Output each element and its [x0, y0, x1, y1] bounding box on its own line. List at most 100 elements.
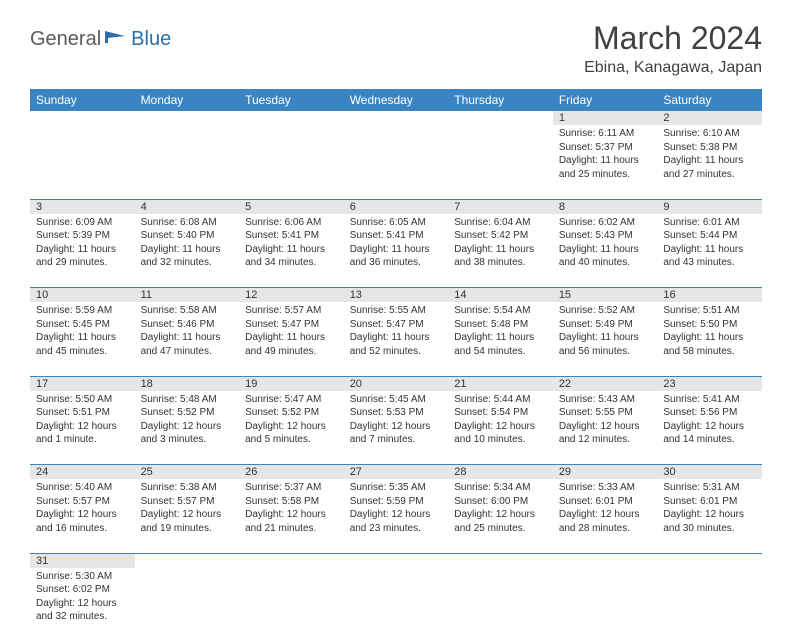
day-cell-content: Sunrise: 5:38 AMSunset: 5:57 PMDaylight:…: [135, 479, 240, 539]
day-cell-content: Sunrise: 6:05 AMSunset: 5:41 PMDaylight:…: [344, 214, 449, 274]
sunset-line: Sunset: 5:45 PM: [36, 318, 129, 332]
daylight-line: Daylight: 12 hours and 14 minutes.: [663, 420, 756, 447]
sunrise-line: Sunrise: 5:31 AM: [663, 481, 756, 495]
sunset-line: Sunset: 5:51 PM: [36, 406, 129, 420]
daylight-line: Daylight: 12 hours and 3 minutes.: [141, 420, 234, 447]
daylight-line: Daylight: 11 hours and 56 minutes.: [559, 331, 652, 358]
sunset-line: Sunset: 5:47 PM: [350, 318, 443, 332]
day-cell-content: Sunrise: 6:01 AMSunset: 5:44 PMDaylight:…: [657, 214, 762, 274]
sunrise-line: Sunrise: 5:57 AM: [245, 304, 338, 318]
day-number: 8: [553, 199, 658, 214]
daylight-line: Daylight: 11 hours and 58 minutes.: [663, 331, 756, 358]
day-number: [344, 111, 449, 125]
day-cell: Sunrise: 6:08 AMSunset: 5:40 PMDaylight:…: [135, 214, 240, 288]
day-cell: Sunrise: 5:57 AMSunset: 5:47 PMDaylight:…: [239, 302, 344, 376]
daylight-line: Daylight: 12 hours and 10 minutes.: [454, 420, 547, 447]
day-number: [657, 553, 762, 568]
location-text: Ebina, Kanagawa, Japan: [584, 59, 762, 77]
daylight-line: Daylight: 11 hours and 54 minutes.: [454, 331, 547, 358]
weekday-header: Friday: [553, 89, 658, 111]
day-cell-content: Sunrise: 5:34 AMSunset: 6:00 PMDaylight:…: [448, 479, 553, 539]
sunset-line: Sunset: 5:59 PM: [350, 495, 443, 509]
content-row: Sunrise: 5:50 AMSunset: 5:51 PM Daylight:…: [30, 391, 762, 465]
day-cell: Sunrise: 5:41 AMSunset: 5:56 PMDaylight:…: [657, 391, 762, 465]
sunset-line: Sunset: 5:52 PM: [141, 406, 234, 420]
sunrise-line: Sunrise: 6:09 AM: [36, 216, 129, 230]
day-cell-content: Sunrise: 6:09 AMSunset: 5:39 PMDaylight:…: [30, 214, 135, 274]
sunrise-line: Sunrise: 5:34 AM: [454, 481, 547, 495]
sunset-line: Sunset: 5:39 PM: [36, 229, 129, 243]
content-row: Sunrise: 5:59 AMSunset: 5:45 PMDaylight:…: [30, 302, 762, 376]
day-cell: Sunrise: 6:01 AMSunset: 5:44 PMDaylight:…: [657, 214, 762, 288]
sunrise-line: Sunrise: 5:45 AM: [350, 393, 443, 407]
weekday-header: Saturday: [657, 89, 762, 111]
day-cell: Sunrise: 5:47 AMSunset: 5:52 PMDaylight:…: [239, 391, 344, 465]
page-title: March 2024: [584, 20, 762, 57]
day-number: 6: [344, 199, 449, 214]
day-cell-content: Sunrise: 5:41 AMSunset: 5:56 PMDaylight:…: [657, 391, 762, 451]
logo: General Blue: [30, 20, 171, 51]
day-number: 29: [553, 465, 658, 480]
day-cell-content: Sunrise: 5:58 AMSunset: 5:46 PMDaylight:…: [135, 302, 240, 362]
day-cell-content: Sunrise: 5:54 AMSunset: 5:48 PMDaylight:…: [448, 302, 553, 362]
daylight-line: Daylight: 11 hours and 45 minutes.: [36, 331, 129, 358]
daylight-line: Daylight: 11 hours and 49 minutes.: [245, 331, 338, 358]
day-number: 28: [448, 465, 553, 480]
day-number: [448, 553, 553, 568]
header: General Blue March 2024 Ebina, Kanagawa,…: [30, 20, 762, 77]
day-cell: [344, 125, 449, 199]
day-cell-content: Sunrise: 5:44 AMSunset: 5:54 PMDaylight:…: [448, 391, 553, 451]
sunrise-line: Sunrise: 5:50 AM: [36, 393, 129, 407]
sunset-line: Sunset: 5:57 PM: [141, 495, 234, 509]
day-cell-content: Sunrise: 5:43 AMSunset: 5:55 PMDaylight:…: [553, 391, 658, 451]
day-number: 14: [448, 288, 553, 303]
daylight-line: Daylight: 12 hours and 23 minutes.: [350, 508, 443, 535]
sunrise-line: Sunrise: 6:02 AM: [559, 216, 652, 230]
day-cell: Sunrise: 6:11 AMSunset: 5:37 PMDaylight:…: [553, 125, 658, 199]
day-cell: Sunrise: 5:51 AMSunset: 5:50 PMDaylight:…: [657, 302, 762, 376]
day-cell: Sunrise: 5:58 AMSunset: 5:46 PMDaylight:…: [135, 302, 240, 376]
daylight-line: Daylight: 11 hours and 29 minutes.: [36, 243, 129, 270]
day-number: [135, 111, 240, 125]
day-cell-content: Sunrise: 6:08 AMSunset: 5:40 PMDaylight:…: [135, 214, 240, 274]
day-number: 23: [657, 376, 762, 391]
daylight-line: Daylight: 12 hours and 25 minutes.: [454, 508, 547, 535]
day-cell: Sunrise: 5:31 AMSunset: 6:01 PMDaylight:…: [657, 479, 762, 553]
day-number: 18: [135, 376, 240, 391]
daylight-line: Daylight: 12 hours and 21 minutes.: [245, 508, 338, 535]
sunrise-line: Sunrise: 6:08 AM: [141, 216, 234, 230]
daylight-line: Daylight: 11 hours and 40 minutes.: [559, 243, 652, 270]
day-cell: Sunrise: 6:02 AMSunset: 5:43 PMDaylight:…: [553, 214, 658, 288]
daylight-line: Daylight: 11 hours and 47 minutes.: [141, 331, 234, 358]
day-cell: Sunrise: 5:38 AMSunset: 5:57 PMDaylight:…: [135, 479, 240, 553]
day-cell-content: Sunrise: 5:51 AMSunset: 5:50 PMDaylight:…: [657, 302, 762, 362]
sunset-line: Sunset: 6:01 PM: [559, 495, 652, 509]
day-cell: Sunrise: 5:55 AMSunset: 5:47 PMDaylight:…: [344, 302, 449, 376]
day-cell: Sunrise: 5:34 AMSunset: 6:00 PMDaylight:…: [448, 479, 553, 553]
sunrise-line: Sunrise: 5:54 AM: [454, 304, 547, 318]
daynum-row: 31: [30, 553, 762, 568]
weekday-header: Monday: [135, 89, 240, 111]
day-cell-content: Sunrise: 6:04 AMSunset: 5:42 PMDaylight:…: [448, 214, 553, 274]
daylight-line: Daylight: 12 hours and 7 minutes.: [350, 420, 443, 447]
title-block: March 2024 Ebina, Kanagawa, Japan: [584, 20, 762, 77]
day-cell-content: Sunrise: 6:10 AMSunset: 5:38 PMDaylight:…: [657, 125, 762, 185]
logo-text-general: General: [30, 28, 101, 51]
sunrise-line: Sunrise: 5:38 AM: [141, 481, 234, 495]
daylight-line: Daylight: 12 hours and 12 minutes.: [559, 420, 652, 447]
day-cell: Sunrise: 6:09 AMSunset: 5:39 PMDaylight:…: [30, 214, 135, 288]
day-number: [135, 553, 240, 568]
sunrise-line: Sunrise: 5:47 AM: [245, 393, 338, 407]
day-number: 11: [135, 288, 240, 303]
day-cell: [448, 568, 553, 642]
sunset-line: Sunset: 5:57 PM: [36, 495, 129, 509]
day-cell-content: Sunrise: 5:33 AMSunset: 6:01 PMDaylight:…: [553, 479, 658, 539]
sunset-line: Sunset: 5:53 PM: [350, 406, 443, 420]
day-cell: Sunrise: 5:59 AMSunset: 5:45 PMDaylight:…: [30, 302, 135, 376]
sunset-line: Sunset: 5:41 PM: [245, 229, 338, 243]
day-cell: [30, 125, 135, 199]
day-cell: [239, 125, 344, 199]
sunset-line: Sunset: 5:47 PM: [245, 318, 338, 332]
day-number: 3: [30, 199, 135, 214]
day-cell: Sunrise: 5:48 AMSunset: 5:52 PMDaylight:…: [135, 391, 240, 465]
